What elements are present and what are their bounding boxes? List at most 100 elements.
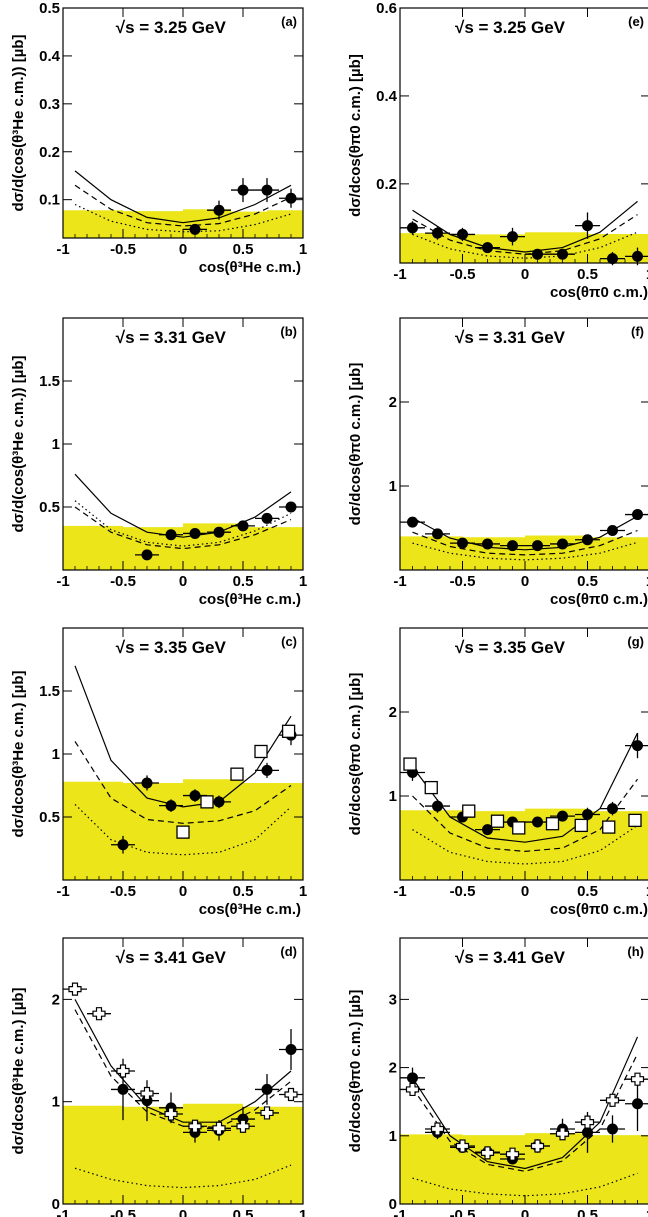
- energy-label: √s = 3.35 GeV: [455, 638, 566, 657]
- filled-circle-marker: [457, 537, 468, 549]
- data-point: [425, 226, 450, 240]
- data-point: [400, 516, 425, 528]
- filled-circle-marker: [607, 525, 618, 537]
- data-point: [600, 1115, 625, 1143]
- x-tick-label: 1: [646, 266, 648, 283]
- filled-circle-marker: [482, 824, 493, 836]
- filled-circle-marker: [165, 800, 177, 812]
- data-point: [279, 1087, 303, 1102]
- filled-circle-marker: [261, 1083, 273, 1095]
- open-cross-marker: [212, 1121, 226, 1135]
- open-cross-marker: [140, 1086, 154, 1101]
- y-tick-label: 0.2: [39, 144, 60, 161]
- panel-label: (g): [627, 634, 644, 649]
- panel-f: -1 -0.5 0 0.5 1 1 2 √s = 3.31 GeV (f) cos(θπ0 c.m…: [347, 317, 648, 608]
- data-point: [525, 248, 550, 260]
- data-point: [425, 1122, 450, 1136]
- curve-solid: [74, 665, 292, 808]
- systematic-band: [400, 808, 648, 880]
- data-point: [183, 223, 207, 235]
- filled-circle-marker: [632, 509, 643, 521]
- data-point: [525, 540, 550, 552]
- filled-circle-marker: [532, 248, 543, 260]
- filled-circle-marker: [407, 516, 418, 528]
- open-cross-marker: [164, 1107, 178, 1121]
- filled-circle-marker: [607, 1123, 618, 1135]
- y-tick-label: 0.5: [39, 809, 60, 826]
- data-point: [550, 1127, 575, 1141]
- panel-h: -1-0.500.510123√s = 3.41 GeV(h)cos(θπ0 c…: [347, 937, 648, 1217]
- open-square-marker: [200, 795, 214, 809]
- y-axis-label: dσ/dcos(θπ0 c.m.) [µb]: [347, 54, 364, 217]
- filled-circle-marker: [189, 790, 201, 802]
- x-tick-label: 0.5: [233, 241, 254, 258]
- y-tick-label: 2: [389, 1060, 397, 1077]
- data-point: [281, 724, 296, 738]
- data-point: [111, 1064, 135, 1078]
- x-tick-label: 0: [521, 573, 529, 590]
- data-point: [600, 801, 625, 816]
- filled-circle-marker: [117, 839, 129, 851]
- y-tick-label: 1: [389, 478, 397, 495]
- y-tick-label: 0.4: [39, 48, 61, 65]
- open-square-marker: [254, 744, 268, 759]
- filled-circle-marker: [285, 192, 297, 204]
- y-tick-label: 0: [52, 1196, 60, 1213]
- x-tick-label: 0.5: [577, 883, 598, 900]
- filled-circle-marker: [261, 184, 273, 196]
- filled-circle-marker: [141, 549, 153, 561]
- data-point: [575, 534, 600, 546]
- data-point: [525, 816, 550, 828]
- data-point: [425, 528, 450, 540]
- y-tick-label: 1: [52, 1094, 60, 1111]
- plot-frame: [399, 7, 648, 264]
- data-point: [425, 799, 450, 813]
- filled-circle-marker: [482, 538, 493, 550]
- energy-label: √s = 3.35 GeV: [116, 638, 227, 657]
- open-cross-marker: [92, 1007, 106, 1021]
- y-tick-label: 0.1: [39, 192, 60, 209]
- data-point: [550, 538, 575, 550]
- open-cross-marker: [430, 1122, 445, 1136]
- energy-label: √s = 3.31 GeV: [116, 328, 227, 347]
- y-axis-label: dσ/dcos(θ³He c.m.) [µb]: [10, 670, 27, 837]
- x-tick-label: 0: [179, 883, 187, 900]
- x-tick-label: 0: [521, 266, 529, 283]
- filled-circle-marker: [607, 253, 618, 265]
- y-axis-label: dσ/dcos(θ³He c.m.) [µb]: [10, 987, 27, 1154]
- data-point: [135, 1086, 159, 1101]
- x-tick-label: -1: [56, 883, 69, 900]
- data-point: [625, 1072, 648, 1086]
- x-tick-label: -1: [393, 883, 406, 900]
- data-point: [230, 767, 244, 781]
- panel-e: -1 -0.5 0 0.5 1 0.2 0.4 0.6 √s = 3.25 GeV (e) cos(…: [347, 0, 648, 301]
- x-tick-label: 1: [646, 883, 648, 900]
- data-point: [450, 227, 475, 242]
- data-point: [628, 813, 642, 828]
- data-point: [159, 1107, 183, 1121]
- x-tick-label: -0.5: [450, 1207, 476, 1217]
- filled-circle-marker: [507, 231, 518, 243]
- curve-dashed: [74, 184, 292, 227]
- curve-dotted: [74, 500, 292, 547]
- x-tick-label: 1: [299, 883, 307, 900]
- data-point: [279, 188, 303, 208]
- data-point: [207, 526, 231, 538]
- open-cross-marker: [605, 1093, 620, 1107]
- filled-circle-marker: [557, 538, 568, 550]
- open-square-marker: [602, 820, 616, 834]
- data-point: [135, 549, 159, 561]
- y-tick-label: 0.5: [39, 0, 60, 17]
- x-axis-label: cos(θ³He c.m.): [199, 591, 301, 608]
- filled-circle-marker: [632, 740, 643, 752]
- data-point: [400, 221, 425, 235]
- data-point: [400, 1082, 425, 1097]
- open-cross-marker: [260, 1106, 274, 1120]
- energy-label: √s = 3.41 GeV: [455, 948, 566, 967]
- filled-circle-marker: [632, 250, 643, 262]
- x-tick-label: -0.5: [110, 1207, 136, 1217]
- data-point: [450, 1139, 475, 1153]
- filled-circle-marker: [237, 520, 249, 532]
- open-square-marker: [230, 767, 244, 781]
